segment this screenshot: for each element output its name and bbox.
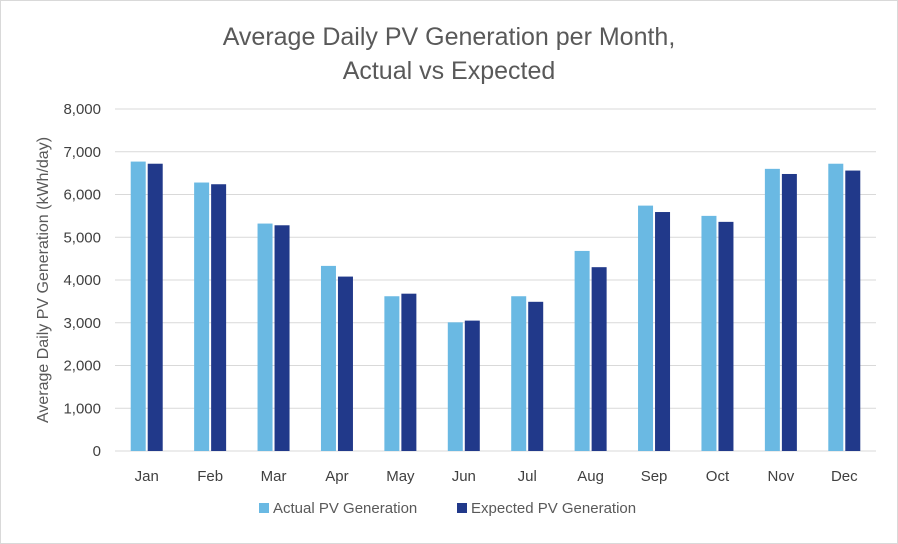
x-tick-label-jul: Jul: [518, 468, 537, 485]
legend: Actual PV Generation Expected PV Generati…: [259, 500, 636, 517]
bar-actual-mar: [257, 223, 273, 451]
bar-actual-feb: [194, 182, 210, 451]
legend-swatch-expected: [457, 503, 467, 513]
x-tick-label-mar: Mar: [261, 468, 287, 485]
x-tick-label-sep: Sep: [641, 468, 668, 485]
bar-expected-oct: [718, 221, 734, 451]
y-tick-label: 3,000: [63, 315, 101, 332]
x-tick-label-aug: Aug: [577, 468, 604, 485]
y-tick-label: 7,000: [63, 144, 101, 161]
x-axis-ticks: Jan Feb Mar Apr May Jun Jul Aug Sep Oct Nov Dec: [135, 468, 859, 485]
bar-expected-mar: [274, 225, 290, 451]
legend-label-actual: Actual PV Generation: [273, 500, 417, 517]
bar-expected-dec: [845, 170, 861, 451]
y-tick-label: 8,000: [63, 101, 101, 118]
bar-actual-jan: [130, 161, 146, 451]
legend-label-expected: Expected PV Generation: [471, 500, 636, 517]
bar-expected-apr: [337, 276, 353, 451]
x-tick-label-jan: Jan: [135, 468, 159, 485]
bar-expected-aug: [591, 267, 607, 451]
bar-expected-jan: [147, 163, 163, 451]
x-tick-label-dec: Dec: [831, 468, 858, 485]
y-tick-label: 1,000: [63, 400, 101, 417]
x-tick-label-may: May: [386, 468, 415, 485]
y-tick-label: 6,000: [63, 187, 101, 204]
bar-actual-jun: [447, 322, 463, 451]
bars-layer: [130, 161, 861, 452]
bar-actual-apr: [320, 265, 336, 451]
chart-title-line-1: Average Daily PV Generation per Month,: [223, 23, 676, 51]
bar-actual-dec: [828, 163, 844, 451]
bar-actual-may: [384, 296, 400, 451]
y-axis-ticks: 0 1,000 2,000 3,000 4,000 5,000 6,000 7,000 8,00…: [63, 101, 101, 460]
bar-expected-jun: [464, 320, 480, 451]
y-axis-label: Average Daily PV Generation (kWh/day): [35, 137, 52, 423]
bar-actual-sep: [638, 205, 654, 451]
chart-title-line-2: Actual vs Expected: [343, 57, 556, 85]
x-tick-label-oct: Oct: [706, 468, 730, 485]
x-tick-label-apr: Apr: [325, 468, 348, 485]
bar-expected-nov: [781, 173, 797, 452]
x-tick-label-feb: Feb: [197, 468, 223, 485]
y-tick-label: 0: [93, 443, 101, 460]
legend-swatch-actual: [259, 503, 269, 513]
bar-expected-may: [401, 293, 417, 451]
bar-expected-jul: [528, 301, 544, 451]
bar-actual-jul: [511, 296, 527, 451]
bar-actual-oct: [701, 215, 717, 451]
x-tick-label-jun: Jun: [452, 468, 476, 485]
x-tick-label-nov: Nov: [768, 468, 795, 485]
y-tick-label: 2,000: [63, 358, 101, 375]
bar-expected-feb: [211, 184, 227, 452]
bar-actual-aug: [574, 250, 590, 451]
y-tick-label: 5,000: [63, 229, 101, 246]
bar-actual-nov: [764, 168, 780, 451]
y-tick-label: 4,000: [63, 272, 101, 289]
grid-layer: [115, 108, 876, 452]
bar-expected-sep: [655, 212, 671, 451]
